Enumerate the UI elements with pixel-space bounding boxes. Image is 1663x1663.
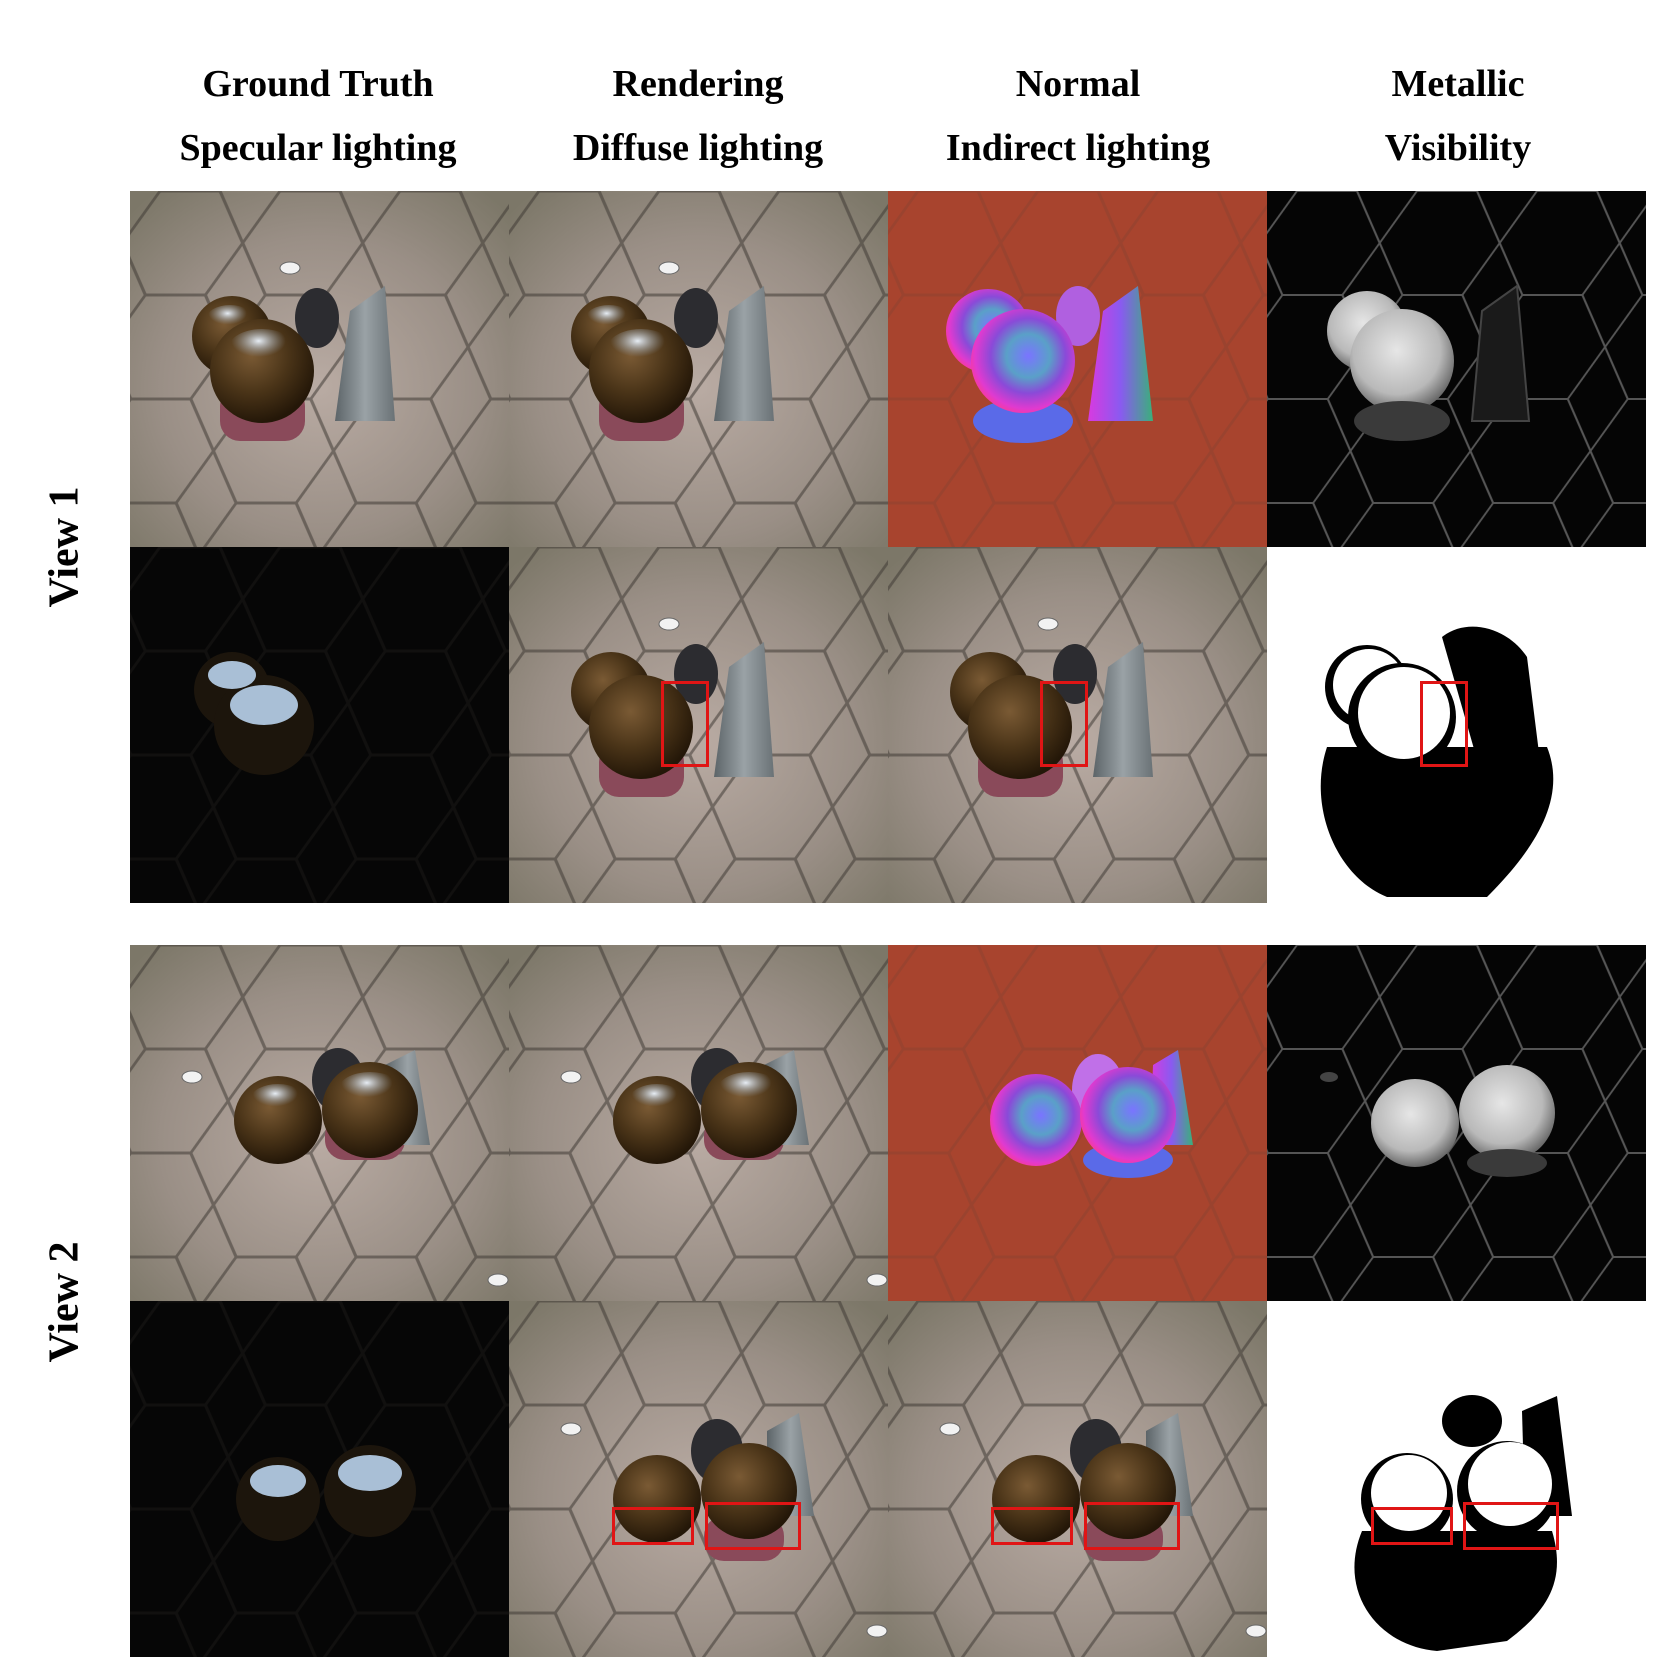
column-title-top: Metallic — [1391, 63, 1525, 105]
row-label-text: View 1 — [41, 486, 88, 608]
view1-visibility-image — [1267, 547, 1646, 903]
highlight-box — [1371, 1507, 1453, 1545]
column-title-bottom: Visibility — [1384, 127, 1532, 169]
highlight-box — [1040, 681, 1088, 767]
view1-ground-truth-image — [130, 191, 509, 547]
row-label-text: View 2 — [41, 1241, 88, 1363]
highlight-box — [612, 1507, 694, 1545]
view2-normal-image — [888, 945, 1267, 1301]
view2-rendering-image — [509, 945, 888, 1301]
view2-specular-lighting-image — [130, 1301, 509, 1657]
highlight-box — [991, 1507, 1073, 1545]
view2-indirect-lighting-image — [888, 1301, 1267, 1657]
view2-metallic-image — [1267, 945, 1646, 1301]
view2-diffuse-lighting-image — [509, 1301, 888, 1657]
column-header-metallic: Metallic Visibility — [1268, 52, 1648, 180]
highlight-box — [1084, 1502, 1180, 1550]
highlight-box — [1463, 1502, 1559, 1550]
row-label-view-1: View 1 — [34, 190, 94, 904]
column-title-bottom: Diffuse lighting — [572, 127, 824, 169]
highlight-box — [1420, 681, 1468, 767]
column-header-ground-truth: Ground Truth Specular lighting — [128, 52, 508, 180]
highlight-box — [661, 681, 709, 767]
column-title-top: Rendering — [612, 63, 784, 105]
row-label-view-2: View 2 — [34, 945, 94, 1659]
view1-normal-image — [888, 191, 1267, 547]
column-header-normal: Normal Indirect lighting — [888, 52, 1268, 180]
view1-rendering-image — [509, 191, 888, 547]
column-title-bottom: Indirect lighting — [945, 127, 1211, 169]
column-header-rendering: Rendering Diffuse lighting — [508, 52, 888, 180]
view2-ground-truth-image — [130, 945, 509, 1301]
column-title-top: Normal — [1015, 63, 1141, 105]
column-title-bottom: Specular lighting — [179, 127, 457, 169]
view1-indirect-lighting-image — [888, 547, 1267, 903]
view1-diffuse-lighting-image — [509, 547, 888, 903]
column-title-top: Ground Truth — [202, 63, 434, 105]
view2-visibility-image — [1267, 1301, 1646, 1657]
view1-specular-lighting-image — [130, 547, 509, 903]
view1-metallic-image — [1267, 191, 1646, 547]
highlight-box — [705, 1502, 801, 1550]
